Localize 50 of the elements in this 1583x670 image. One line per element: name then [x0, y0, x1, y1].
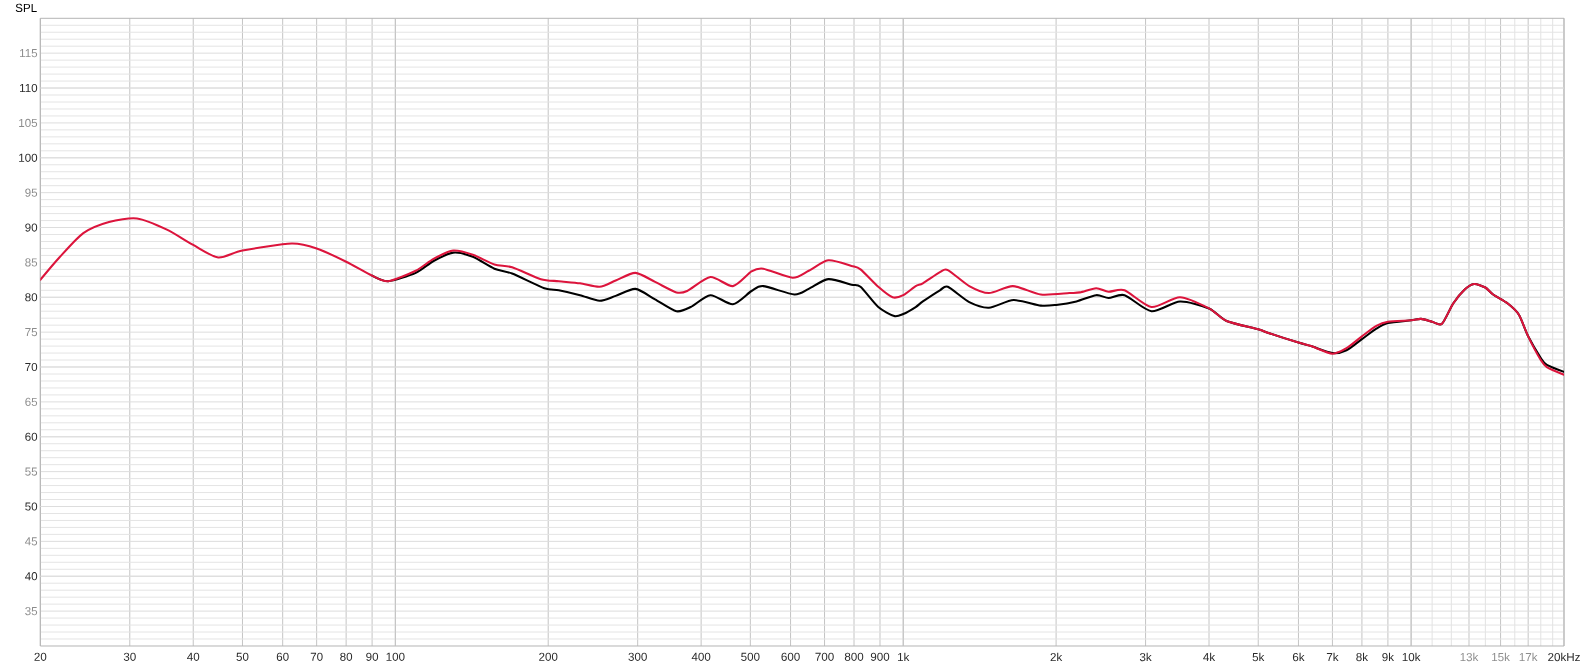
x-tick-label: 15k: [1492, 652, 1510, 662]
x-tick-label: 600: [781, 652, 800, 661]
x-tick-label: 6k: [1292, 652, 1305, 662]
x-tick-label: 20k: [1548, 652, 1567, 662]
x-axis-title: Hz: [1567, 653, 1580, 662]
x-tick-label: 90: [366, 652, 379, 661]
y-tick-label: 110: [20, 83, 38, 93]
y-tick-label: 40: [24, 572, 38, 581]
y-tick-label: 95: [25, 188, 38, 197]
x-tick-label: 800: [844, 652, 864, 661]
x-tick-label: 200: [539, 652, 558, 661]
x-tick-label: 50: [236, 652, 249, 661]
x-tick-label: 900: [870, 652, 890, 661]
y-tick-label: 80: [25, 293, 38, 302]
y-tick-label: 35: [25, 606, 38, 616]
x-tick-label: 400: [691, 652, 711, 661]
x-tick-label: 5k: [1252, 652, 1265, 662]
x-tick-label: 8k: [1356, 652, 1369, 662]
x-tick-label: 100: [386, 652, 405, 661]
x-tick-label: 9k: [1382, 652, 1395, 662]
x-tick-label: 4k: [1203, 652, 1216, 662]
x-tick-label: 30: [123, 652, 136, 661]
y-axis-title: SPL: [15, 3, 37, 13]
x-tick-label: 500: [741, 652, 760, 661]
y-tick-label: 85: [25, 258, 38, 267]
x-tick-label: 13k: [1460, 652, 1479, 662]
y-tick-label: 50: [25, 502, 38, 511]
x-tick-label: 2k: [1050, 652, 1063, 662]
x-tick-label: 70: [310, 652, 323, 661]
x-tick-label: 60: [276, 652, 289, 661]
x-tick-label: 17k: [1519, 652, 1538, 662]
x-tick-label: 20: [34, 652, 47, 661]
x-tick-label: 10k: [1402, 652, 1421, 662]
x-tick-label: 80: [340, 652, 353, 661]
x-tick-label: 300: [628, 652, 647, 661]
y-tick-label: 45: [24, 537, 38, 546]
x-tick-label: 40: [187, 652, 200, 661]
y-tick-label: 75: [25, 328, 38, 337]
y-tick-label: 65: [25, 397, 38, 406]
y-tick-label: 55: [25, 467, 38, 476]
x-tick-label: 700: [815, 652, 834, 661]
y-tick-label: 100: [19, 153, 38, 162]
x-tick-label: 1k: [897, 652, 910, 662]
x-tick-label: 3k: [1139, 652, 1152, 662]
y-tick-label: 90: [25, 223, 38, 232]
x-tick-label: 7k: [1326, 652, 1339, 662]
y-tick-label: 70: [25, 362, 38, 372]
y-tick-label: 105: [19, 118, 38, 128]
y-tick-label: 60: [25, 432, 38, 441]
y-tick-label: 115: [20, 49, 38, 58]
